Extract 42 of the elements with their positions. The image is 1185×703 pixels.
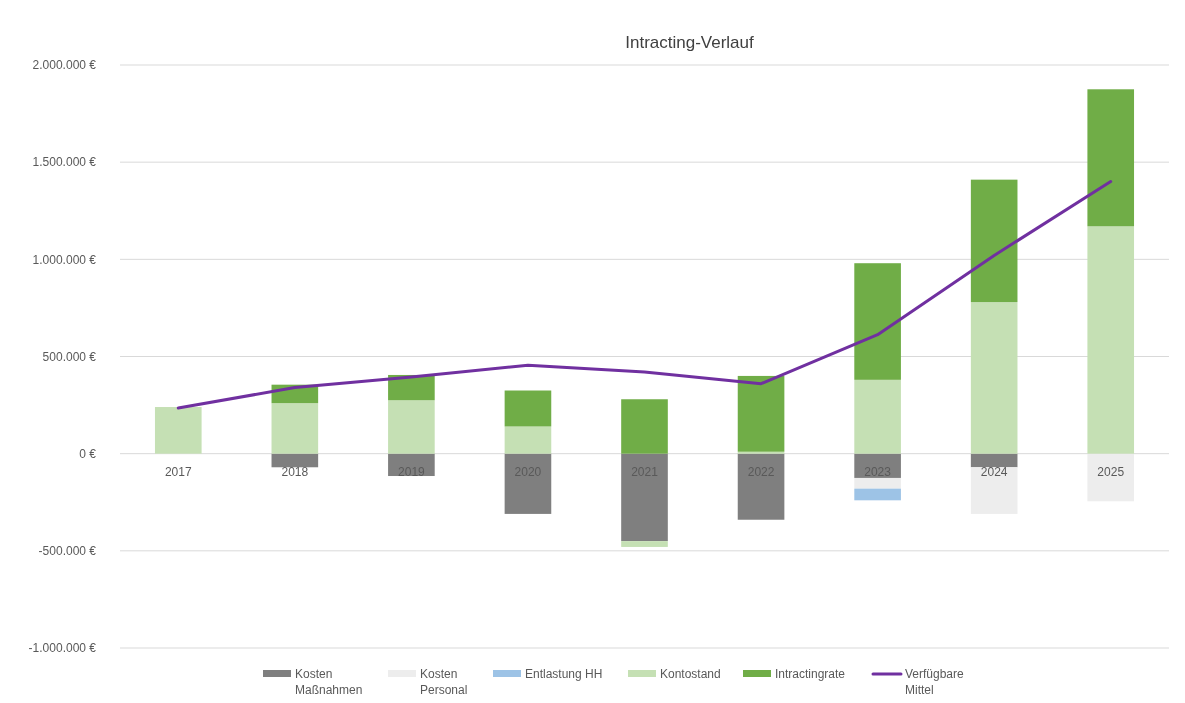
y-tick-label: 0 €: [79, 446, 97, 461]
legend-label: Kosten Personal: [420, 667, 468, 697]
line-series: [176, 180, 1113, 410]
y-tick-label: 500.000 €: [42, 349, 97, 364]
bar: [504, 453, 552, 514]
y-tick-label: 1.500.000 €: [32, 155, 97, 170]
bar: [854, 379, 901, 454]
y-tick-label: -1.000.000 €: [28, 641, 97, 656]
bar: [621, 453, 668, 542]
bar: [854, 263, 901, 380]
legend-label: Kosten Maßnahmen: [295, 667, 363, 697]
bar: [970, 302, 1018, 454]
x-tick-label: 2025: [1097, 464, 1125, 479]
bar: [271, 453, 319, 468]
bar: [621, 399, 668, 454]
bar: [970, 467, 1018, 514]
y-tick-label: -500.000 €: [38, 544, 97, 559]
x-tick-label: 2017: [164, 464, 192, 479]
bar: [970, 453, 1018, 468]
x-tick-label: 2024: [980, 464, 1008, 479]
bar: [737, 453, 785, 520]
bar: [1087, 89, 1135, 227]
bar: [271, 403, 319, 454]
legend-label: Kontostand: [660, 667, 721, 681]
bar: [388, 400, 435, 454]
y-tick-label: 1.000.000 €: [32, 252, 97, 267]
x-tick-label: 2018: [281, 464, 309, 479]
bar: [504, 390, 552, 427]
bar: [737, 375, 785, 452]
bar: [1087, 226, 1135, 454]
chart-title: Intracting-Verlauf: [625, 33, 755, 52]
legend-label: Verfügbare Mittel: [905, 667, 965, 697]
bar: [504, 426, 552, 454]
y-tick-label: 2.000.000 €: [32, 58, 97, 73]
bar: [970, 179, 1018, 303]
bar: [154, 407, 202, 454]
bar: [854, 477, 901, 489]
legend-label: Entlastung HH: [525, 667, 603, 681]
bar: [854, 488, 901, 501]
legend-label: Intractingrate: [775, 667, 846, 681]
bar: [1087, 453, 1135, 502]
bar: [621, 541, 668, 547]
